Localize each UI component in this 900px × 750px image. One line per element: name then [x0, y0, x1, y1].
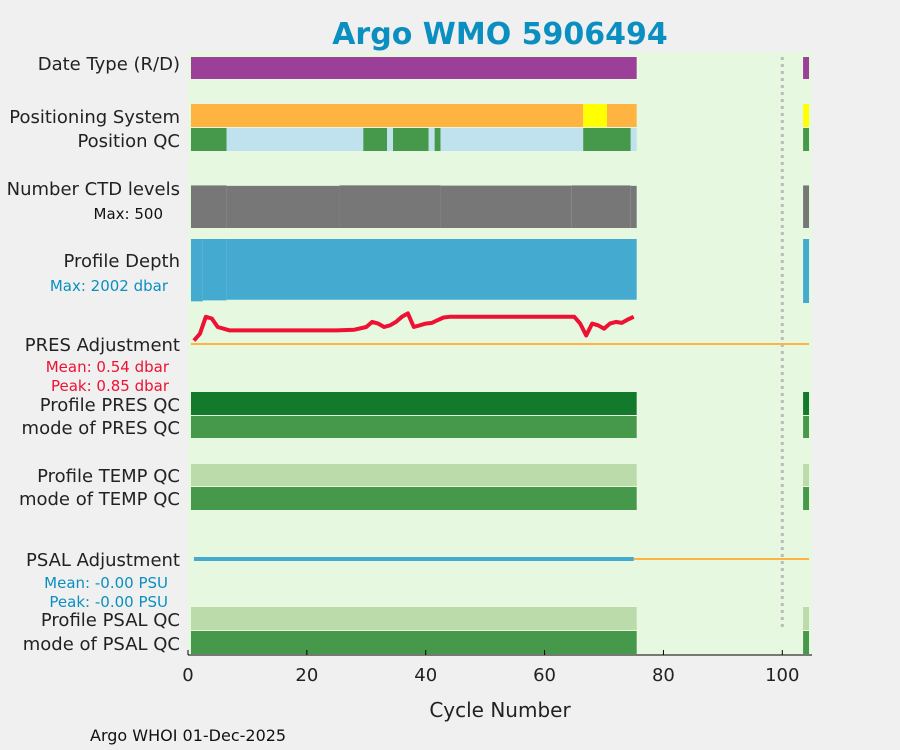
mode-temp-qc-label: mode of TEMP QC	[19, 489, 180, 510]
ctd-levels-label: Number CTD levels	[7, 179, 180, 200]
position-qc-segment	[803, 128, 810, 151]
ctd-levels-bar	[440, 185, 572, 228]
footer-text: Argo WHOI 01-Dec-2025	[90, 726, 286, 745]
x-tick-label: 40	[414, 665, 437, 686]
position-qc-segment	[393, 128, 429, 151]
pres-peak-label: Peak: 0.85 dbar	[51, 377, 170, 395]
profile-depth-bar	[202, 239, 227, 301]
position-qc-segment	[428, 128, 435, 151]
position-qc-segment	[434, 128, 441, 151]
x-tick-label: 80	[652, 665, 675, 686]
mode-psal-qc-segment	[190, 631, 637, 654]
position-qc-segment	[630, 128, 637, 151]
date-type-label: Date Type (R/D)	[38, 54, 180, 75]
x-axis-label: Cycle Number	[429, 698, 571, 722]
positioning-system-segment	[803, 104, 810, 127]
mode-temp-qc-segment	[803, 487, 810, 510]
profile-depth-bar	[226, 239, 637, 300]
ctd-max-label: Max: 500	[94, 205, 163, 223]
x-tick-label: 0	[182, 665, 193, 686]
position-qc-segment	[363, 128, 388, 151]
ctd-levels-bar	[803, 185, 810, 228]
date-type-segment	[803, 57, 810, 79]
pres-adjustment-line	[192, 311, 635, 342]
x-tick-label: 60	[533, 665, 556, 686]
profile-pres-qc-segment	[803, 392, 810, 415]
mode-pres-qc-label: mode of PRES QC	[22, 418, 180, 439]
pres-mean-label: Mean: 0.54 dbar	[46, 358, 170, 376]
depth-max-label: Max: 2002 dbar	[50, 277, 169, 295]
profile-depth-bar	[803, 239, 810, 303]
ctd-levels-bar	[630, 185, 637, 228]
x-tick-label: 20	[295, 665, 318, 686]
x-axis: 0 20 40 60 80 100	[182, 650, 812, 686]
position-qc-segment	[387, 128, 394, 151]
position-qc-segment	[583, 128, 631, 151]
profile-temp-qc-segment	[190, 464, 637, 486]
psal-peak-label: Peak: -0.00 PSU	[49, 593, 168, 611]
psal-mean-label: Mean: -0.00 PSU	[44, 574, 168, 592]
row-labels: Date Type (R/D) Positioning System Positio…	[7, 54, 180, 655]
position-qc-segment	[226, 128, 364, 151]
profile-depth-label: Profile Depth	[63, 251, 180, 272]
positioning-system-segment	[583, 104, 607, 127]
chart-title: Argo WMO 5906494	[332, 17, 668, 52]
profile-temp-qc-segment	[803, 464, 810, 486]
position-qc-segment	[440, 128, 584, 151]
pres-adjustment-label: PRES Adjustment	[25, 335, 180, 356]
profile-psal-qc-segment	[803, 607, 810, 630]
profile-psal-qc-segment	[190, 607, 637, 630]
mode-pres-qc-segment	[190, 416, 637, 438]
profile-depth-bar	[190, 239, 203, 302]
mode-psal-qc-label: mode of PSAL QC	[23, 634, 180, 655]
mode-psal-qc-segment	[803, 631, 810, 654]
profile-pres-qc-segment	[190, 392, 637, 415]
ctd-levels-bar	[226, 185, 340, 228]
date-type-segment	[190, 57, 637, 79]
profile-psal-qc-label: Profile PSAL QC	[41, 610, 180, 631]
positioning-system-segment	[190, 104, 584, 127]
positioning-system-label: Positioning System	[9, 107, 180, 128]
position-qc-label: Position QC	[77, 131, 180, 152]
profile-pres-qc-label: Profile PRES QC	[40, 395, 180, 416]
plot-area	[188, 52, 812, 655]
ctd-levels-bar	[190, 185, 227, 228]
ctd-levels-bar	[571, 185, 631, 228]
position-qc-segment	[190, 128, 227, 151]
x-tick-label: 100	[765, 665, 799, 686]
psal-adjustment-label: PSAL Adjustment	[26, 550, 180, 571]
ctd-levels-bar	[339, 185, 441, 228]
profile-temp-qc-label: Profile TEMP QC	[37, 466, 180, 487]
chart-marks	[190, 57, 810, 654]
mode-pres-qc-segment	[803, 416, 810, 438]
mode-temp-qc-segment	[190, 487, 637, 510]
positioning-system-segment	[606, 104, 637, 127]
